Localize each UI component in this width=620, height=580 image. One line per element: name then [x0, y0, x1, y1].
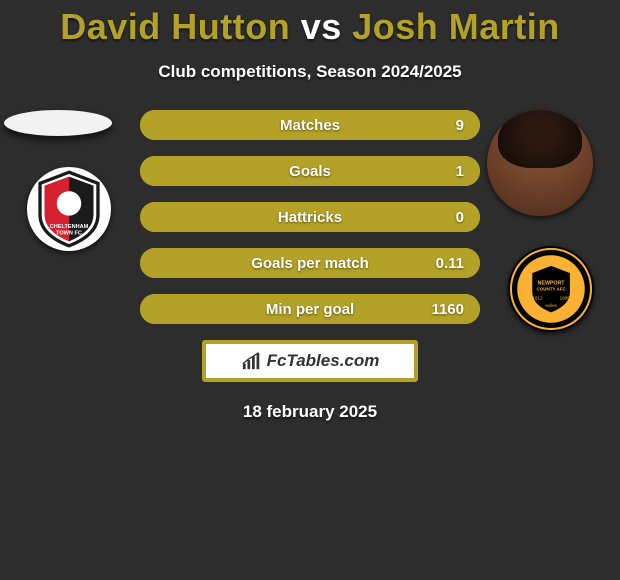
svg-text:CHELTENHAM: CHELTENHAM: [50, 224, 89, 230]
watermark-text: FcTables.com: [267, 351, 380, 371]
svg-text:exiles: exiles: [545, 303, 557, 308]
svg-text:1989: 1989: [560, 296, 571, 301]
title-vs: vs: [301, 6, 342, 47]
stat-label: Goals: [196, 163, 424, 180]
svg-text:NEWPORT: NEWPORT: [538, 280, 566, 286]
stat-label: Goals per match: [196, 255, 424, 272]
stat-row-hattricks: Hattricks0: [140, 202, 480, 232]
subtitle: Club competitions, Season 2024/2025: [0, 62, 620, 82]
player1-club-badge: CHELTENHAM TOWN FC: [27, 167, 111, 251]
player2-club-badge: NEWPORT COUNTY AFC 1912 1989 exiles: [508, 246, 594, 332]
stat-label: Matches: [196, 117, 424, 134]
stat-row-matches: Matches9: [140, 110, 480, 140]
stat-right-value: 0: [424, 209, 464, 226]
stat-right-value: 0.11: [424, 255, 464, 272]
date: 18 february 2025: [0, 402, 620, 422]
chart-icon: [241, 351, 263, 371]
stat-row-goals-per-match: Goals per match0.11: [140, 248, 480, 278]
player2-photo: [487, 110, 593, 216]
svg-text:COUNTY AFC: COUNTY AFC: [536, 287, 566, 292]
title-player1: David Hutton: [60, 6, 290, 47]
stat-right-value: 9: [424, 117, 464, 134]
stat-label: Min per goal: [196, 301, 424, 318]
page-title: David Hutton vs Josh Martin: [0, 0, 620, 48]
stat-label: Hattricks: [196, 209, 424, 226]
watermark: FcTables.com: [202, 340, 418, 382]
comparison-container: CHELTENHAM TOWN FC NEWPORT COUNTY AFC 19…: [0, 110, 620, 422]
stat-row-min-per-goal: Min per goal1160: [140, 294, 480, 324]
stat-right-value: 1: [424, 163, 464, 180]
svg-text:1912: 1912: [532, 296, 543, 301]
player1-photo: [4, 110, 112, 136]
stat-right-value: 1160: [424, 301, 464, 318]
svg-text:TOWN FC: TOWN FC: [56, 231, 82, 237]
title-player2: Josh Martin: [352, 6, 560, 47]
stat-row-goals: Goals1: [140, 156, 480, 186]
